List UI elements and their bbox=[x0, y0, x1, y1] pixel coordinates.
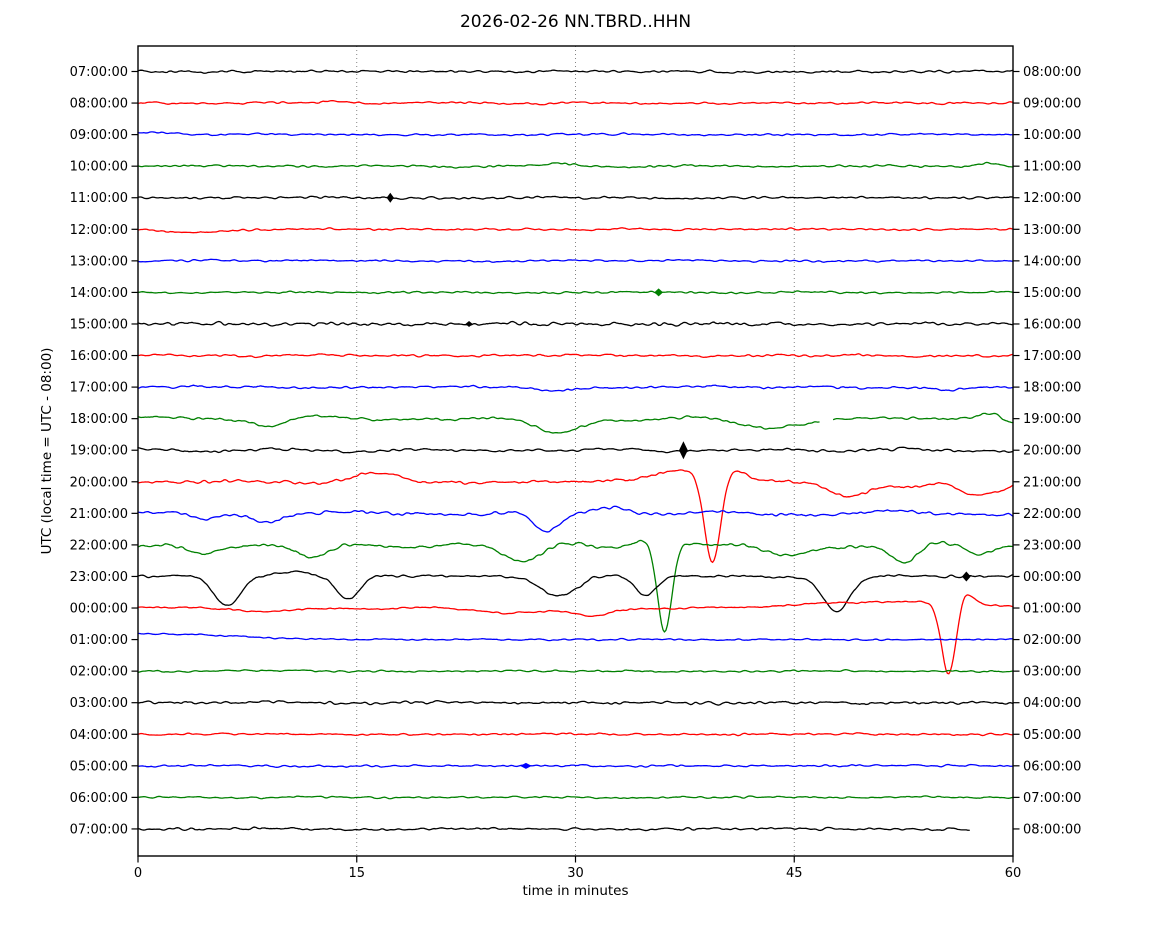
x-tick-label: 60 bbox=[1005, 866, 1022, 881]
trace-row-12:00:00 bbox=[137, 227, 1014, 234]
trace-row-10:00:00 bbox=[137, 161, 1014, 169]
trace-row-23:00:00 bbox=[137, 570, 1014, 613]
left-tick-label: 10:00:00 bbox=[70, 160, 128, 175]
trace-glitch-11:00:00 bbox=[386, 192, 394, 203]
trace-row-01:00:00 bbox=[137, 632, 1014, 642]
left-tick-label: 02:00:00 bbox=[70, 665, 128, 680]
x-tick-label: 0 bbox=[134, 866, 142, 881]
left-tick-label: 01:00:00 bbox=[70, 633, 128, 648]
right-tick-label: 01:00:00 bbox=[1023, 602, 1081, 617]
left-tick-label: 14:00:00 bbox=[70, 286, 128, 301]
left-tick-label: 04:00:00 bbox=[70, 728, 128, 743]
right-tick-label: 17:00:00 bbox=[1023, 349, 1081, 364]
trace-row-09:00:00 bbox=[137, 131, 1014, 137]
trace-row-00:00:00 bbox=[137, 594, 1014, 675]
right-tick-label: 04:00:00 bbox=[1023, 696, 1081, 711]
left-tick-label: 21:00:00 bbox=[70, 507, 128, 522]
right-tick-label: 09:00:00 bbox=[1023, 97, 1081, 112]
trace-row-17:00:00 bbox=[137, 384, 1014, 392]
trace-glitch-14:00:00 bbox=[654, 288, 663, 297]
right-tick-label: 15:00:00 bbox=[1023, 286, 1081, 301]
left-tick-label: 19:00:00 bbox=[70, 444, 128, 459]
x-tick-label: 30 bbox=[567, 866, 584, 881]
trace-row-08:00:00 bbox=[137, 100, 1014, 106]
left-tick-label: 17:00:00 bbox=[70, 381, 128, 396]
right-tick-label: 07:00:00 bbox=[1023, 791, 1081, 806]
trace-row-19:00:00 bbox=[137, 446, 1014, 454]
right-tick-label: 03:00:00 bbox=[1023, 665, 1081, 680]
right-tick-label: 13:00:00 bbox=[1023, 223, 1081, 238]
right-tick-label: 08:00:00 bbox=[1023, 822, 1081, 837]
left-tick-label: 18:00:00 bbox=[70, 412, 128, 427]
trace-row-06:00:00 bbox=[137, 795, 1014, 800]
right-tick-label: 08:00:00 bbox=[1023, 65, 1081, 80]
trace-glitch-23:00:00 bbox=[961, 571, 971, 582]
trace-row-20:00:00 bbox=[137, 469, 1014, 564]
right-tick-label: 16:00:00 bbox=[1023, 317, 1081, 332]
left-tick-label: 12:00:00 bbox=[70, 223, 128, 238]
right-tick-label: 05:00:00 bbox=[1023, 728, 1081, 743]
right-tick-label: 21:00:00 bbox=[1023, 475, 1081, 490]
left-tick-label: 07:00:00 bbox=[70, 822, 128, 837]
left-tick-label: 16:00:00 bbox=[70, 349, 128, 364]
right-tick-label: 18:00:00 bbox=[1023, 381, 1081, 396]
trace-row-07:00:00 bbox=[137, 826, 970, 832]
trace-row-21:00:00 bbox=[137, 505, 1014, 533]
trace-row-02:00:00 bbox=[137, 669, 1014, 674]
trace-row-14:00:00 bbox=[137, 290, 1014, 295]
left-tick-label: 22:00:00 bbox=[70, 538, 128, 553]
trace-row-16:00:00 bbox=[137, 353, 1014, 359]
trace-row-03:00:00 bbox=[137, 700, 1014, 706]
right-tick-label: 12:00:00 bbox=[1023, 191, 1081, 206]
left-tick-label: 00:00:00 bbox=[70, 602, 128, 617]
left-tick-label: 05:00:00 bbox=[70, 759, 128, 774]
right-tick-label: 20:00:00 bbox=[1023, 444, 1081, 459]
plot-title: 2026-02-26 NN.TBRD..HHN bbox=[459, 12, 692, 32]
right-tick-label: 10:00:00 bbox=[1023, 128, 1081, 143]
left-tick-label: 11:00:00 bbox=[70, 191, 128, 206]
right-tick-label: 11:00:00 bbox=[1023, 160, 1081, 175]
x-axis-label: time in minutes bbox=[522, 883, 629, 899]
left-tick-label: 15:00:00 bbox=[70, 317, 128, 332]
x-tick-label: 45 bbox=[786, 866, 803, 881]
right-tick-label: 22:00:00 bbox=[1023, 507, 1081, 522]
right-tick-label: 23:00:00 bbox=[1023, 538, 1081, 553]
right-tick-label: 00:00:00 bbox=[1023, 570, 1081, 585]
left-tick-label: 06:00:00 bbox=[70, 791, 128, 806]
left-tick-label: 23:00:00 bbox=[70, 570, 128, 585]
trace-row-18:00:00 bbox=[137, 412, 1014, 434]
x-tick-label: 15 bbox=[348, 866, 365, 881]
left-tick-label: 03:00:00 bbox=[70, 696, 128, 711]
left-tick-label: 13:00:00 bbox=[70, 254, 128, 269]
trace-glitch-15:00:00 bbox=[465, 320, 473, 327]
right-tick-label: 06:00:00 bbox=[1023, 759, 1081, 774]
trace-row-07:00:00 bbox=[137, 69, 1014, 74]
right-tick-label: 14:00:00 bbox=[1023, 254, 1081, 269]
left-tick-label: 20:00:00 bbox=[70, 475, 128, 490]
trace-row-04:00:00 bbox=[137, 732, 1014, 737]
trace-row-22:00:00 bbox=[137, 539, 1014, 633]
right-tick-label: 19:00:00 bbox=[1023, 412, 1081, 427]
trace-glitch-19:00:00 bbox=[679, 441, 688, 460]
right-tick-label: 02:00:00 bbox=[1023, 633, 1081, 648]
trace-row-11:00:00 bbox=[137, 195, 1014, 200]
left-tick-label: 07:00:00 bbox=[70, 65, 128, 80]
trace-row-05:00:00 bbox=[137, 763, 1014, 768]
trace-row-15:00:00 bbox=[137, 320, 1014, 327]
left-tick-label: 08:00:00 bbox=[70, 97, 128, 112]
trace-row-13:00:00 bbox=[137, 258, 1014, 263]
trace-glitch-05:00:00 bbox=[520, 762, 532, 769]
left-tick-label: 09:00:00 bbox=[70, 128, 128, 143]
